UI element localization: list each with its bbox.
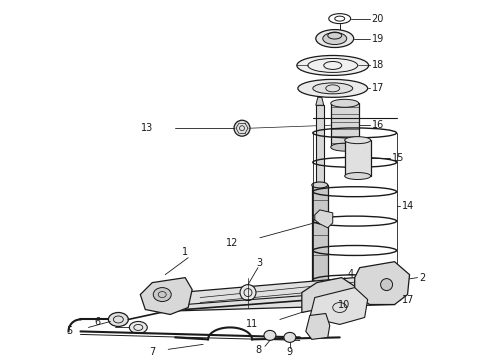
- Text: 15: 15: [392, 153, 404, 163]
- Text: 4: 4: [348, 269, 354, 279]
- Text: 3: 3: [256, 258, 262, 268]
- Text: 17: 17: [401, 294, 414, 305]
- Text: 9: 9: [287, 347, 293, 357]
- Bar: [314, 285, 330, 315]
- Ellipse shape: [316, 30, 354, 48]
- Text: 2: 2: [419, 273, 426, 283]
- Ellipse shape: [323, 32, 347, 45]
- Ellipse shape: [345, 137, 370, 144]
- Polygon shape: [140, 278, 192, 315]
- Text: 8: 8: [255, 345, 261, 355]
- Ellipse shape: [264, 330, 276, 340]
- Text: 18: 18: [371, 60, 384, 71]
- Ellipse shape: [312, 282, 328, 288]
- Text: 1: 1: [182, 247, 188, 257]
- Ellipse shape: [313, 83, 353, 94]
- Ellipse shape: [312, 182, 328, 188]
- Ellipse shape: [345, 172, 370, 180]
- Text: 10: 10: [338, 300, 350, 310]
- Bar: [312, 185, 328, 285]
- Ellipse shape: [297, 55, 368, 75]
- Ellipse shape: [129, 321, 147, 333]
- Polygon shape: [315, 210, 333, 228]
- Ellipse shape: [331, 143, 359, 151]
- Polygon shape: [355, 262, 410, 305]
- Bar: [331, 103, 359, 147]
- Bar: [345, 140, 370, 176]
- Polygon shape: [316, 97, 324, 105]
- Text: 12: 12: [225, 238, 238, 248]
- Polygon shape: [155, 275, 399, 311]
- Text: 5: 5: [66, 327, 73, 336]
- Ellipse shape: [331, 99, 359, 107]
- Text: 11: 11: [245, 319, 258, 329]
- Ellipse shape: [381, 279, 392, 291]
- Text: 16: 16: [371, 120, 384, 130]
- Text: 7: 7: [149, 347, 155, 357]
- Text: 17: 17: [371, 84, 384, 93]
- Polygon shape: [302, 278, 357, 312]
- Text: 14: 14: [401, 201, 414, 211]
- Text: 6: 6: [94, 318, 100, 328]
- Ellipse shape: [318, 212, 332, 224]
- Text: 13: 13: [141, 123, 153, 133]
- Ellipse shape: [294, 291, 366, 309]
- Ellipse shape: [298, 80, 368, 97]
- Polygon shape: [310, 288, 368, 324]
- Ellipse shape: [240, 285, 256, 301]
- Ellipse shape: [153, 288, 171, 302]
- Ellipse shape: [234, 120, 250, 136]
- Text: 19: 19: [371, 33, 384, 44]
- Text: 20: 20: [371, 14, 384, 24]
- Polygon shape: [306, 314, 330, 339]
- Ellipse shape: [284, 332, 296, 342]
- Ellipse shape: [108, 312, 128, 327]
- Bar: [316, 105, 324, 185]
